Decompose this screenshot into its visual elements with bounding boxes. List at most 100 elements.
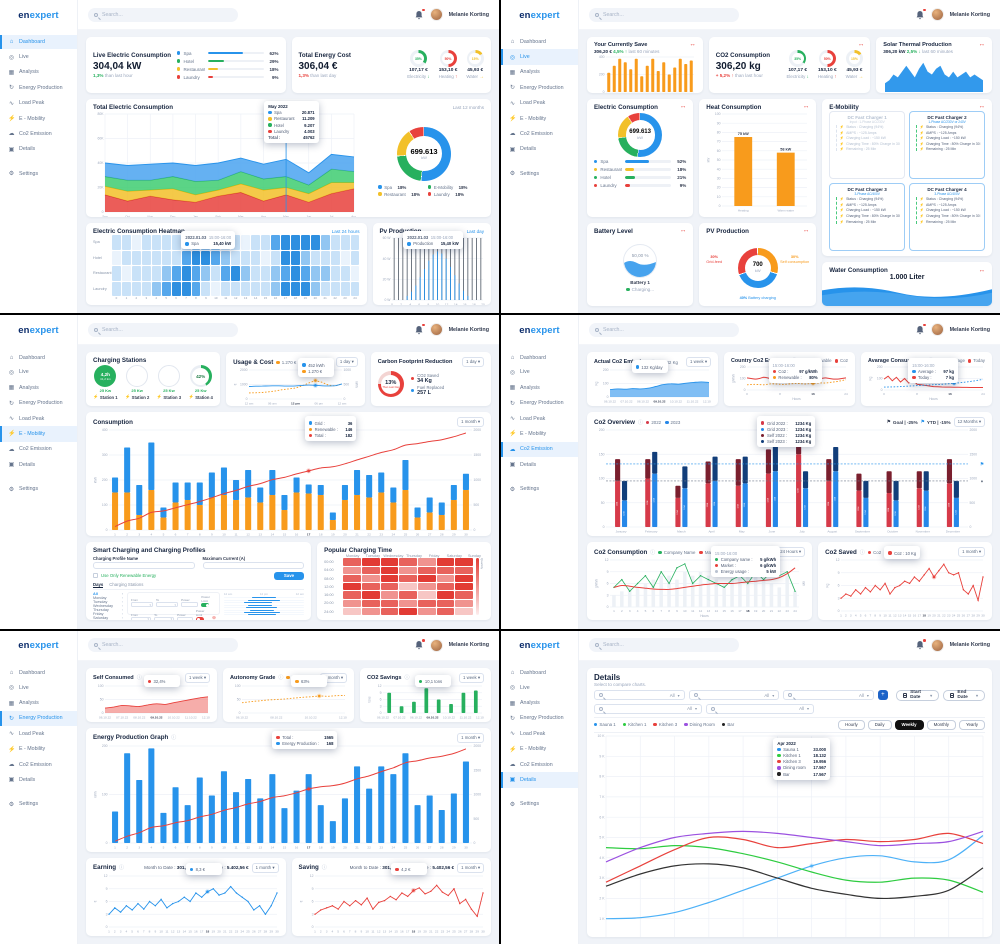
sidebar-item-live[interactable]: ◎ Live — [501, 49, 578, 65]
sidebar-item-dashboard[interactable]: ⌂ Dashboard — [0, 35, 77, 50]
heatmap-cell[interactable] — [131, 250, 141, 265]
sidebar-item-e-mobility[interactable]: ⚡ E - Mobility — [0, 742, 77, 757]
heatmap-cell[interactable] — [181, 281, 191, 296]
heatmap-cell[interactable] — [455, 591, 474, 599]
heatmap-cell[interactable] — [361, 566, 380, 574]
heatmap-cell[interactable] — [251, 235, 261, 250]
heatmap-cell[interactable] — [221, 266, 231, 281]
heatmap-cell[interactable] — [131, 281, 141, 296]
heatmap-cell[interactable] — [121, 235, 131, 250]
range-dropdown[interactable]: 1 day ▾ — [462, 357, 484, 368]
heatmap-cell[interactable] — [361, 591, 380, 599]
sidebar-item-co2-emission[interactable]: ☁ Co2 Emission — [0, 442, 77, 457]
heatmap-cell[interactable] — [340, 266, 350, 281]
gantt-bar[interactable] — [247, 614, 276, 616]
heatmap-cell[interactable] — [436, 566, 455, 574]
heatmap-cell[interactable] — [171, 235, 181, 250]
sidebar-item-details[interactable]: ▣ Details — [0, 457, 77, 472]
heatmap-cell[interactable] — [455, 558, 474, 566]
sidebar-item-settings[interactable]: ⚙ Settings — [501, 797, 578, 812]
heatmap-cell[interactable] — [300, 250, 310, 265]
power-limit-toggle[interactable]: Power Limit — [201, 595, 216, 608]
heatmap-cell[interactable] — [271, 266, 280, 281]
heatmap-cell[interactable] — [310, 281, 320, 296]
avatar[interactable] — [429, 8, 443, 21]
day-item[interactable]: Friday › — [93, 612, 123, 616]
sidebar-item-live[interactable]: ◎ Live — [501, 365, 578, 380]
sidebar-item-dashboard[interactable]: ⌂ Dashboard — [501, 350, 578, 364]
heatmap-cell[interactable] — [455, 599, 474, 608]
heatmap-cell[interactable] — [201, 281, 211, 296]
sidebar-item-settings[interactable]: ⚙ Settings — [0, 797, 77, 812]
heatmap-cell[interactable] — [417, 558, 436, 566]
range-dropdown[interactable]: 24 Hours ▾ — [776, 547, 806, 558]
range-dropdown[interactable]: 1 week ▾ — [686, 357, 711, 368]
heatmap-cell[interactable] — [251, 266, 261, 281]
day-item[interactable]: Sunday› — [93, 620, 123, 621]
expand-icon[interactable]: ↔ — [802, 103, 810, 111]
range-dropdown[interactable]: 12 Months ▾ — [953, 417, 985, 428]
heatmap-cell[interactable] — [361, 558, 380, 566]
heatmap-cell[interactable] — [436, 608, 455, 616]
sidebar-item-energy-production[interactable]: ↻ Energy Production — [0, 710, 77, 727]
sidebar-item-live[interactable]: ◎ Live — [501, 680, 578, 695]
expand-icon[interactable]: ↔ — [857, 41, 865, 48]
heatmap-cell[interactable] — [361, 599, 380, 608]
interval-monthly[interactable]: Monthly — [926, 719, 956, 730]
heatmap-cell[interactable] — [399, 558, 417, 566]
search-input[interactable]: Search... — [88, 638, 238, 653]
heatmap-cell[interactable] — [141, 250, 151, 265]
sidebar-item-energy-production[interactable]: ↻ Energy Production — [0, 80, 77, 95]
heatmap-cell[interactable] — [280, 266, 290, 281]
maximum-current-input[interactable] — [202, 562, 305, 570]
heatmap-cell[interactable] — [211, 281, 221, 296]
heatmap-cell[interactable] — [436, 574, 455, 583]
day-item[interactable]: Tuesday › — [93, 600, 123, 604]
sidebar-item-details[interactable]: ▣ Details — [0, 142, 77, 157]
heatmap-cell[interactable] — [343, 608, 361, 616]
heatmap-cell[interactable] — [350, 266, 360, 281]
heatmap-cell[interactable] — [340, 250, 350, 265]
heatmap-cell[interactable] — [290, 250, 300, 265]
heatmap-cell[interactable] — [399, 574, 417, 583]
heatmap-cell[interactable] — [271, 250, 280, 265]
heatmap-cell[interactable] — [310, 266, 320, 281]
sidebar-item-co2-emission[interactable]: ☁ Co2 Emission — [501, 441, 578, 457]
gantt-bar[interactable] — [250, 609, 275, 611]
heatmap-cell[interactable] — [343, 566, 361, 574]
avatar[interactable] — [930, 8, 944, 21]
heatmap-cell[interactable] — [310, 235, 320, 250]
heatmap-cell[interactable] — [330, 235, 340, 250]
heatmap-cell[interactable] — [417, 583, 436, 591]
heatmap-cell[interactable] — [221, 250, 231, 265]
avatar[interactable] — [429, 323, 443, 337]
heatmap-cell[interactable] — [361, 574, 380, 583]
heatmap-cell[interactable] — [417, 566, 436, 574]
heatmap-cell[interactable] — [241, 235, 251, 250]
sidebar-item-e-mobility[interactable]: ⚡ E - Mobility — [501, 742, 578, 757]
heatmap-cell[interactable] — [171, 281, 181, 296]
charger-card[interactable]: DC Fast Charger 2 1-Phase AC/230V or 240V… — [909, 111, 985, 180]
heatmap-cell[interactable] — [121, 266, 131, 281]
sidebar-item-dashboard[interactable]: ⌂ Dashboard — [501, 35, 578, 49]
expand-icon[interactable]: ↔ — [978, 41, 985, 48]
heatmap-cell[interactable] — [300, 266, 310, 281]
sidebar-item-load-peak[interactable]: ∿ Load Peak — [501, 726, 578, 741]
to-select[interactable]: ▾ — [154, 616, 175, 621]
heatmap-cell[interactable] — [271, 281, 280, 296]
interval-yearly[interactable]: Yearly — [958, 719, 985, 730]
heatmap-cell[interactable] — [455, 566, 474, 574]
sidebar-item-analysis[interactable]: ▦ Analysis — [0, 380, 77, 395]
day-item[interactable]: Saturday › — [93, 616, 123, 620]
heatmap-cell[interactable] — [201, 266, 211, 281]
heatmap-cell[interactable] — [231, 235, 241, 250]
heatmap-cell[interactable] — [161, 281, 171, 296]
sidebar-item-details[interactable]: ▣ Details — [501, 457, 578, 472]
search-input[interactable]: Search... — [88, 7, 238, 22]
power-input[interactable] — [181, 602, 199, 608]
heatmap-cell[interactable] — [399, 566, 417, 574]
sidebar-item-live[interactable]: ◎ Live — [0, 680, 77, 695]
notifications-button[interactable] — [414, 7, 426, 20]
expand-icon[interactable]: ↔ — [679, 227, 687, 235]
heatmap-cell[interactable] — [380, 591, 399, 599]
